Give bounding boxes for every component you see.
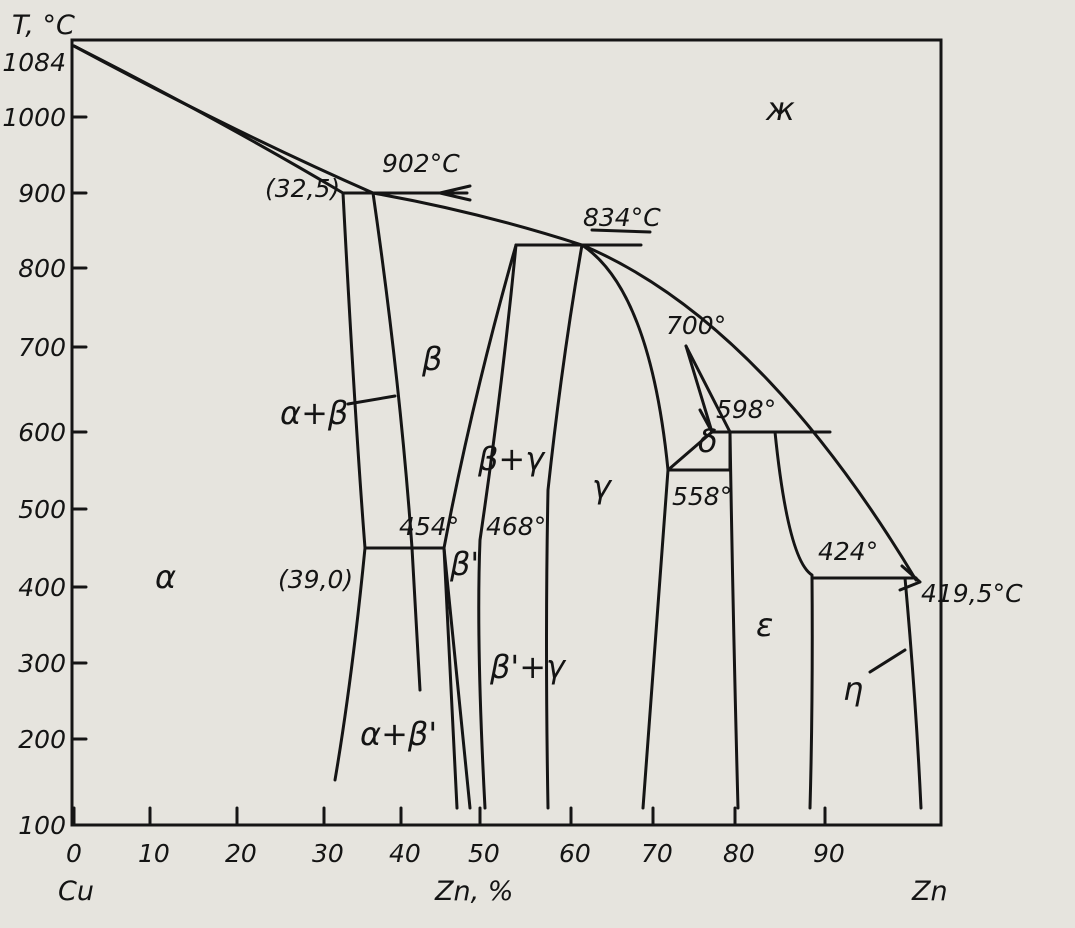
- x-tick-label-10: 10: [138, 839, 170, 868]
- phase-label-epsilon: ε: [756, 606, 773, 644]
- phase-label-gamma: γ: [592, 468, 613, 506]
- phase-label-beta-gamma: β+γ: [477, 440, 546, 478]
- beta-prime-right-line: [442, 546, 472, 810]
- annotation-419-5: 419,5°C: [921, 579, 1023, 608]
- leader-834: [590, 228, 652, 234]
- liquidus-line: [72, 44, 918, 582]
- y-tick-label-500: 500: [18, 495, 66, 524]
- phase-label-beta-prime-gamma: β'+γ: [489, 648, 567, 686]
- x-tick-label-20: 20: [225, 839, 257, 868]
- phase-label-eta: η: [843, 670, 863, 708]
- y-tick-label-600: 600: [18, 418, 66, 447]
- phase-label-liquid: ж: [765, 90, 795, 128]
- x-tick-label-80: 80: [723, 839, 755, 868]
- leader-alpha-beta: [346, 394, 397, 406]
- epsilon-right-line: [773, 430, 814, 810]
- phase-label-delta: δ: [698, 422, 718, 460]
- y-tick-label-400: 400: [18, 573, 66, 602]
- alpha-solvus-line: [333, 191, 367, 782]
- phase-label-alpha-beta: α+β: [280, 394, 348, 432]
- axis-ticks: 0 10 20 30 40 50 60 70 80 90 1084 1000 900 800 700 600 5…: [2, 48, 844, 868]
- annotation-834: 834°C: [583, 203, 661, 232]
- arrow-419: [898, 564, 922, 592]
- arrow-902: [438, 184, 472, 202]
- leader-lines: [346, 228, 907, 674]
- x-tick-label-70: 70: [641, 839, 673, 868]
- phase-label-beta-prime: β': [449, 545, 479, 583]
- beta-prime-left-line: [442, 546, 459, 810]
- beta-left-line: [371, 191, 422, 692]
- annotation-558: 558°: [672, 482, 732, 511]
- annotation-598: 598°: [716, 395, 776, 424]
- x-tick-label-60: 60: [559, 839, 591, 868]
- x-axis-right-label: Zn: [911, 876, 948, 907]
- y-tick-label-700: 700: [18, 333, 66, 362]
- gamma-left-line: [545, 243, 584, 810]
- phase-label-alpha: α: [155, 558, 176, 596]
- annotation-700: 700°: [666, 311, 726, 340]
- x-axis-left-label: Cu: [58, 876, 94, 907]
- leader-eta: [868, 648, 907, 674]
- y-tick-label-200: 200: [18, 725, 66, 754]
- y-tick-label-900: 900: [18, 179, 66, 208]
- beta-right-line: [442, 243, 518, 550]
- y-axis-title: T, °C: [12, 10, 75, 41]
- y-tick-label-300: 300: [18, 649, 66, 678]
- x-tick-label-50: 50: [468, 839, 500, 868]
- y-tick-label-800: 800: [18, 254, 66, 283]
- leader-598: [698, 408, 714, 434]
- eta-solvus-line: [903, 576, 923, 810]
- gamma-right-line: [580, 243, 670, 810]
- alpha-solidus-line: [72, 44, 345, 195]
- x-tick-label-90: 90: [813, 839, 845, 868]
- annotation-454: 454°: [399, 512, 459, 541]
- annotation-424: 424°: [818, 537, 878, 566]
- x-tick-label-0: 0: [66, 839, 82, 868]
- phase-label-beta: β: [421, 340, 442, 378]
- x-tick-label-40: 40: [389, 839, 421, 868]
- phase-boundaries: [72, 44, 923, 810]
- phase-label-alpha-beta-prime: α+β': [360, 715, 437, 753]
- x-tick-label-30: 30: [312, 839, 344, 868]
- y-tick-label-1000: 1000: [2, 103, 66, 132]
- y-tick-label-1084: 1084: [2, 48, 66, 77]
- beta-gamma-boundary: [477, 243, 518, 810]
- x-axis-title: Zn, %: [434, 876, 513, 907]
- annotation-32-5: (32,5): [265, 174, 340, 203]
- annotation-468: 468°: [486, 512, 546, 541]
- annotation-39-0: (39,0): [278, 565, 353, 594]
- epsilon-left-line: [728, 430, 740, 810]
- y-tick-label-100: 100: [18, 811, 66, 840]
- annotation-902: 902°C: [382, 149, 460, 178]
